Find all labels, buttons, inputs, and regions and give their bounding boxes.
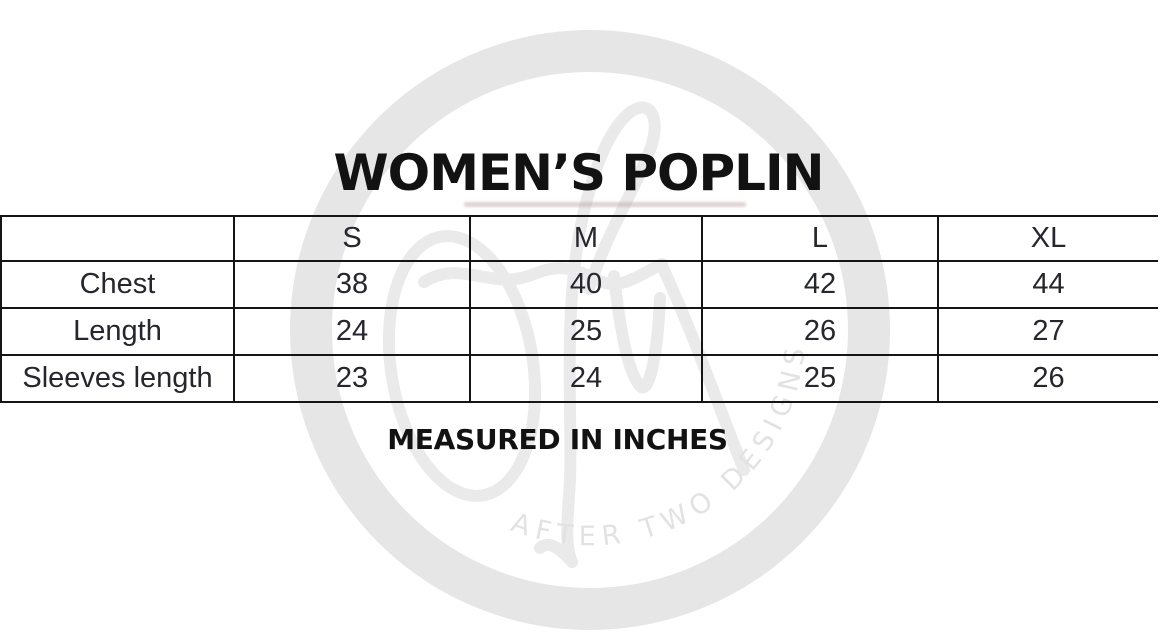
col-header-s: S [233, 215, 471, 262]
row-label: Chest [0, 260, 235, 309]
units-note: MEASURED IN INCHES [387, 423, 728, 456]
row-label: Sleeves length [0, 354, 235, 403]
table-row-sleeves: Sleeves length 23 24 25 26 [0, 354, 1158, 403]
table-row-chest: Chest 38 40 42 44 [0, 260, 1158, 309]
header-row: S M L XL [0, 215, 1158, 262]
row-label: Length [0, 307, 235, 356]
scan-artifact [464, 202, 746, 207]
cell-sleeves-s: 23 [233, 354, 471, 403]
cell-length-l: 26 [701, 307, 939, 356]
cell-chest-m: 40 [469, 260, 703, 309]
size-chart-table: S M L XL Chest 38 40 42 44 Length 24 25 … [0, 215, 1158, 403]
cell-chest-xl: 44 [937, 260, 1158, 309]
cell-length-s: 24 [233, 307, 471, 356]
cell-sleeves-l: 25 [701, 354, 939, 403]
cell-length-m: 25 [469, 307, 703, 356]
cell-chest-s: 38 [233, 260, 471, 309]
page-title: WOMEN’S POPLIN [333, 144, 825, 202]
col-header-m: M [469, 215, 703, 262]
cell-sleeves-m: 24 [469, 354, 703, 403]
col-header-xl: XL [937, 215, 1158, 262]
cell-chest-l: 42 [701, 260, 939, 309]
col-header-l: L [701, 215, 939, 262]
corner-cell [0, 215, 235, 262]
cell-length-xl: 27 [937, 307, 1158, 356]
cell-sleeves-xl: 26 [937, 354, 1158, 403]
table-row-length: Length 24 25 26 27 [0, 307, 1158, 356]
